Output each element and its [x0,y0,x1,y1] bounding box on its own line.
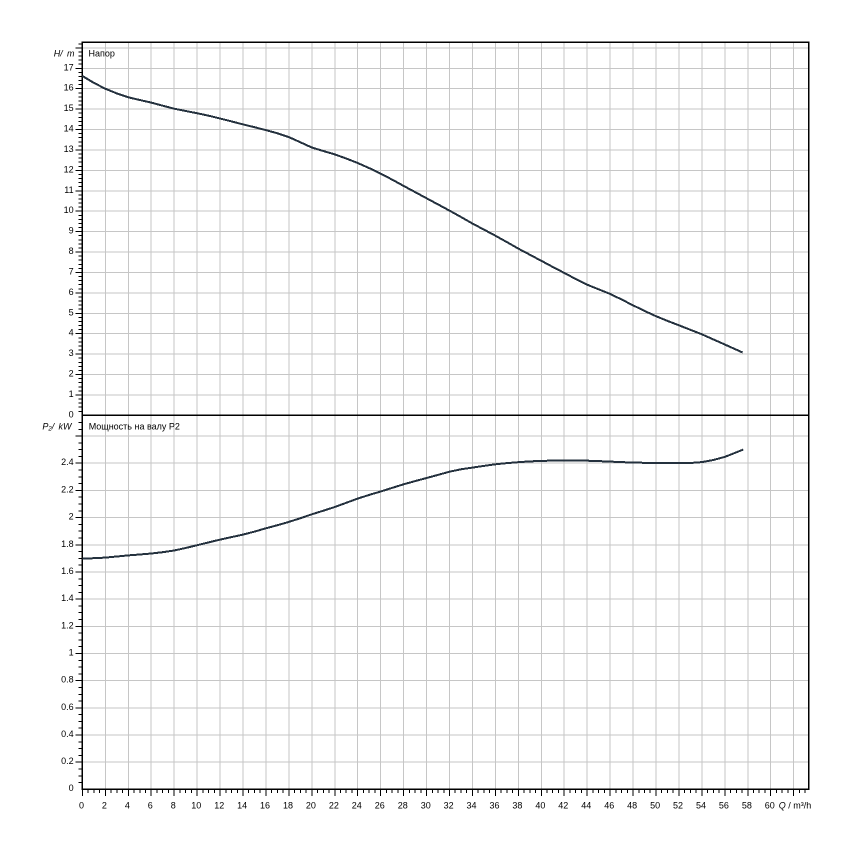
svg-text:28: 28 [398,801,408,811]
svg-text:4: 4 [69,328,74,338]
svg-text:7: 7 [69,267,74,277]
svg-text:42: 42 [558,801,568,811]
svg-text:2: 2 [102,801,107,811]
svg-text:11: 11 [64,185,73,195]
svg-text:14: 14 [237,801,247,811]
svg-text:4: 4 [125,801,130,811]
svg-text:16: 16 [64,83,74,93]
svg-text:52: 52 [673,801,683,811]
svg-text:1.2: 1.2 [61,620,74,630]
svg-text:0: 0 [69,409,74,419]
svg-text:56: 56 [719,801,729,811]
svg-text:26: 26 [375,801,385,811]
svg-text:20: 20 [306,801,316,811]
svg-text:8: 8 [171,801,176,811]
svg-text:22: 22 [329,801,339,811]
svg-text:P2/ kW: P2/ kW [42,421,73,432]
svg-text:5: 5 [69,307,74,317]
svg-text:1: 1 [69,389,74,399]
svg-text:12: 12 [214,801,224,811]
svg-text:12: 12 [64,164,74,174]
svg-text:1.6: 1.6 [61,566,74,576]
svg-text:6: 6 [69,287,74,297]
svg-text:48: 48 [627,801,637,811]
svg-text:2: 2 [69,369,74,379]
svg-text:18: 18 [283,801,293,811]
svg-text:36: 36 [489,801,499,811]
svg-text:32: 32 [444,801,454,811]
svg-text:10: 10 [191,801,201,811]
svg-text:3: 3 [69,348,74,358]
svg-text:8: 8 [69,246,74,256]
svg-text:30: 30 [421,801,431,811]
svg-text:2.4: 2.4 [61,457,74,467]
svg-text:0: 0 [69,783,74,793]
svg-text:13: 13 [64,144,74,154]
svg-text:1.8: 1.8 [61,539,74,549]
svg-text:Мощность на валу P2: Мощность на валу P2 [89,422,180,432]
svg-text:1: 1 [69,648,74,658]
svg-text:14: 14 [64,124,74,134]
svg-text:6: 6 [148,801,153,811]
svg-text:40: 40 [535,801,545,811]
svg-text:0: 0 [79,801,84,811]
svg-text:H/ m: H/ m [54,49,75,59]
svg-text:2.2: 2.2 [61,484,74,494]
svg-text:15: 15 [64,103,74,113]
svg-text:46: 46 [604,801,614,811]
svg-text:54: 54 [696,801,706,811]
svg-text:60: 60 [765,801,775,811]
svg-text:Q / m³/h: Q / m³/h [779,801,812,811]
svg-text:24: 24 [352,801,362,811]
svg-text:0.6: 0.6 [61,702,74,712]
svg-text:58: 58 [742,801,752,811]
svg-text:Напор: Напор [89,49,115,59]
svg-text:34: 34 [466,801,476,811]
svg-text:44: 44 [581,801,591,811]
svg-text:0.4: 0.4 [61,729,74,739]
svg-text:9: 9 [69,226,74,236]
svg-text:38: 38 [512,801,522,811]
svg-text:0.2: 0.2 [61,756,74,766]
svg-text:17: 17 [64,62,74,72]
svg-text:1.4: 1.4 [61,593,74,603]
svg-text:16: 16 [260,801,270,811]
svg-text:0.8: 0.8 [61,675,74,685]
svg-text:10: 10 [64,205,74,215]
svg-text:50: 50 [650,801,660,811]
svg-text:2: 2 [69,512,74,522]
